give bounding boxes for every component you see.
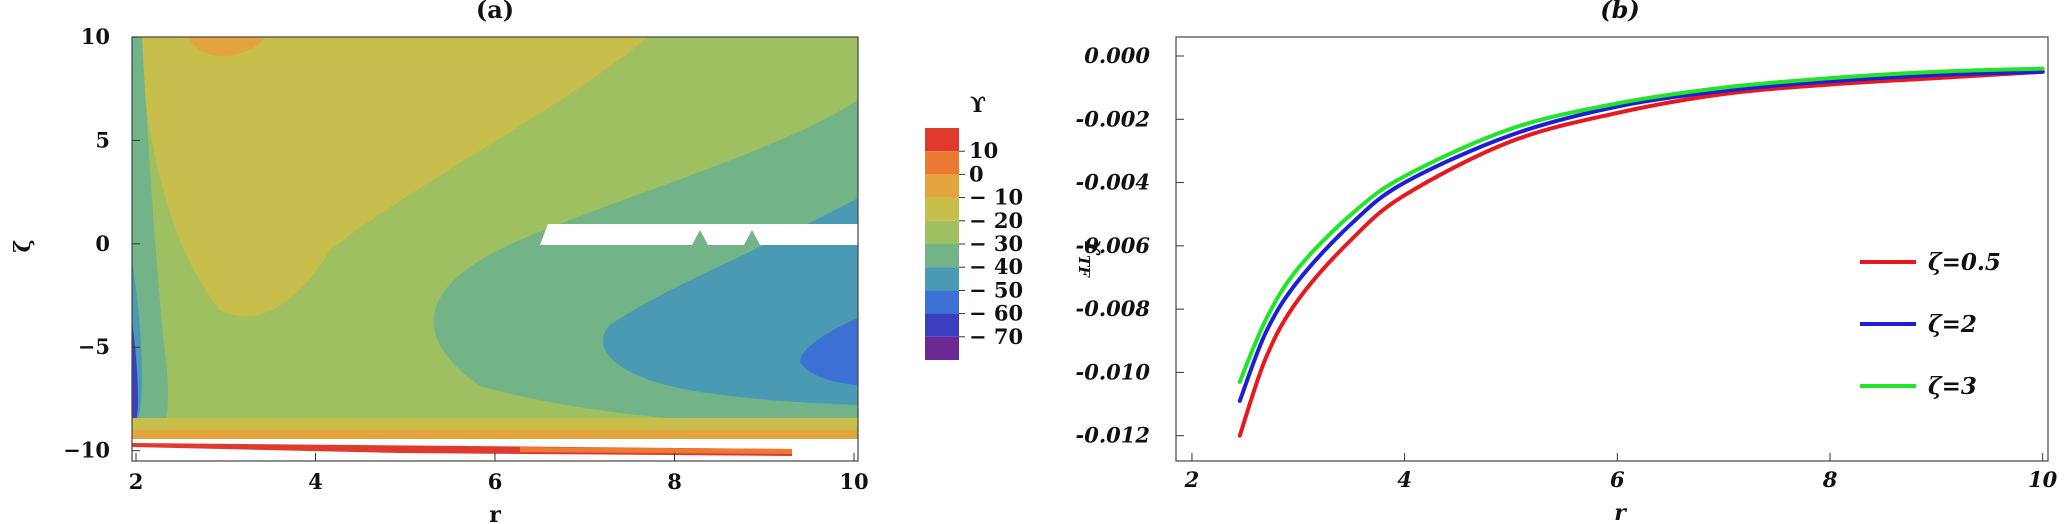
panel-b-frame bbox=[1175, 36, 2049, 462]
legend-label-2: ζ=2 bbox=[1928, 311, 1977, 338]
series-line-2 bbox=[1237, 69, 2045, 403]
b-y-tick-label: -0.010 bbox=[1076, 359, 1151, 384]
colorbar-band bbox=[925, 151, 959, 175]
panel-a-y-axis-title: ζ bbox=[10, 239, 36, 252]
colorbar-tick-label: − 50 bbox=[969, 277, 1023, 302]
colorbar-tick-label: − 30 bbox=[969, 231, 1023, 256]
legend-label-1: ζ=0.5 bbox=[1928, 249, 2001, 276]
colorbar-band bbox=[925, 128, 959, 152]
colorbar-band bbox=[925, 174, 959, 198]
panel-b-title: (b) bbox=[1600, 0, 1640, 24]
contour-field bbox=[132, 37, 858, 461]
a-y-tick-label: −5 bbox=[78, 334, 110, 359]
b-y-tick-label: -0.004 bbox=[1076, 170, 1150, 195]
colorbar-tick-label: − 20 bbox=[969, 208, 1023, 233]
panel-b-series bbox=[1237, 66, 2045, 438]
a-x-tick-label: 6 bbox=[488, 469, 503, 494]
colorbar-tick-label: − 40 bbox=[969, 254, 1023, 279]
panel-b-y-ticks: 0.000 -0.002 -0.004 -0.006 -0.008 -0.010 -0.01… bbox=[1076, 43, 1184, 448]
b-x-tick-label: 10 bbox=[2028, 467, 2058, 492]
colorbar-tick-label: 10 bbox=[969, 138, 998, 163]
b-x-tick-label: 8 bbox=[1822, 467, 1838, 492]
contour-bottom-band-2 bbox=[132, 430, 858, 439]
contour-band-minus50-to-minus60 bbox=[800, 318, 858, 385]
contour-bottom-orange-streak bbox=[520, 447, 792, 454]
a-y-tick-label: 10 bbox=[81, 24, 110, 49]
colorbar-band bbox=[925, 197, 959, 221]
panel-a-title: (a) bbox=[476, 0, 514, 24]
legend-label-3: ζ=3 bbox=[1928, 373, 1977, 400]
a-y-tick-label: 5 bbox=[95, 127, 110, 152]
contour-band-minus10-to-minus20 bbox=[140, 37, 648, 317]
b-x-tick-label: 4 bbox=[1397, 467, 1412, 492]
colorbar-tick-label: − 70 bbox=[969, 324, 1023, 349]
series-line-1 bbox=[1237, 69, 2045, 438]
contour-bottom-band-1 bbox=[132, 418, 858, 430]
colorbar-tick-label: 0 bbox=[969, 161, 984, 186]
colorbar-band bbox=[925, 267, 959, 291]
colorbar-band bbox=[925, 290, 959, 314]
b-y-tick-label: -0.006 bbox=[1076, 233, 1151, 258]
panel-b-legend: ζ=0.5 ζ=2 ζ=3 bbox=[1860, 249, 2001, 400]
a-x-tick-label: 10 bbox=[839, 469, 868, 494]
colorbar-band bbox=[925, 244, 959, 268]
a-x-tick-label: 8 bbox=[667, 469, 682, 494]
contour-left-edge-green bbox=[132, 37, 168, 430]
b-y-tick-label: 0.000 bbox=[1084, 43, 1150, 68]
panel-a-x-ticks: 2 4 6 8 10 bbox=[129, 453, 869, 494]
a-x-tick-label: 2 bbox=[129, 469, 144, 494]
contour-band-minus40-to-minus50 bbox=[602, 198, 858, 405]
a-y-tick-label: −10 bbox=[63, 438, 110, 463]
contour-white-cutout bbox=[540, 224, 858, 245]
panel-b-x-axis-title: r bbox=[1614, 500, 1627, 524]
panel-a-x-axis-title: r bbox=[489, 502, 501, 524]
colorbar: 100− 10− 20− 30− 40− 50− 60− 70 bbox=[925, 128, 1023, 360]
colorbar-side-label: ϒTF bbox=[1075, 239, 1105, 278]
b-y-tick-label: -0.012 bbox=[1076, 423, 1150, 448]
a-y-tick-label: 0 bbox=[95, 231, 110, 256]
colorbar-band bbox=[925, 313, 959, 337]
colorbar-title: ϒ bbox=[970, 92, 986, 117]
b-y-tick-label: -0.008 bbox=[1076, 296, 1151, 321]
colorbar-band bbox=[925, 336, 959, 360]
panel-b-x-ticks: 2 4 6 8 10 bbox=[1184, 453, 2058, 492]
b-y-tick-label: -0.002 bbox=[1076, 106, 1150, 131]
panel-a-contour-plot: (a) bbox=[10, 0, 1105, 524]
b-x-tick-label: 2 bbox=[1184, 467, 1200, 492]
series-line-3 bbox=[1237, 66, 2045, 384]
colorbar-band bbox=[925, 220, 959, 244]
a-x-tick-label: 4 bbox=[308, 469, 323, 494]
b-x-tick-label: 6 bbox=[1610, 467, 1625, 492]
contour-band-0-to-minus10 bbox=[188, 37, 265, 56]
colorbar-tick-label: − 60 bbox=[969, 301, 1023, 326]
panel-b-line-chart: (b) 2 4 6 8 10 0.000 -0.002 -0.004 -0.006 -0.008… bbox=[1076, 0, 2058, 524]
colorbar-tick-label: − 10 bbox=[969, 185, 1023, 210]
panel-a-y-ticks: 10 5 0 −5 −10 bbox=[63, 24, 140, 463]
